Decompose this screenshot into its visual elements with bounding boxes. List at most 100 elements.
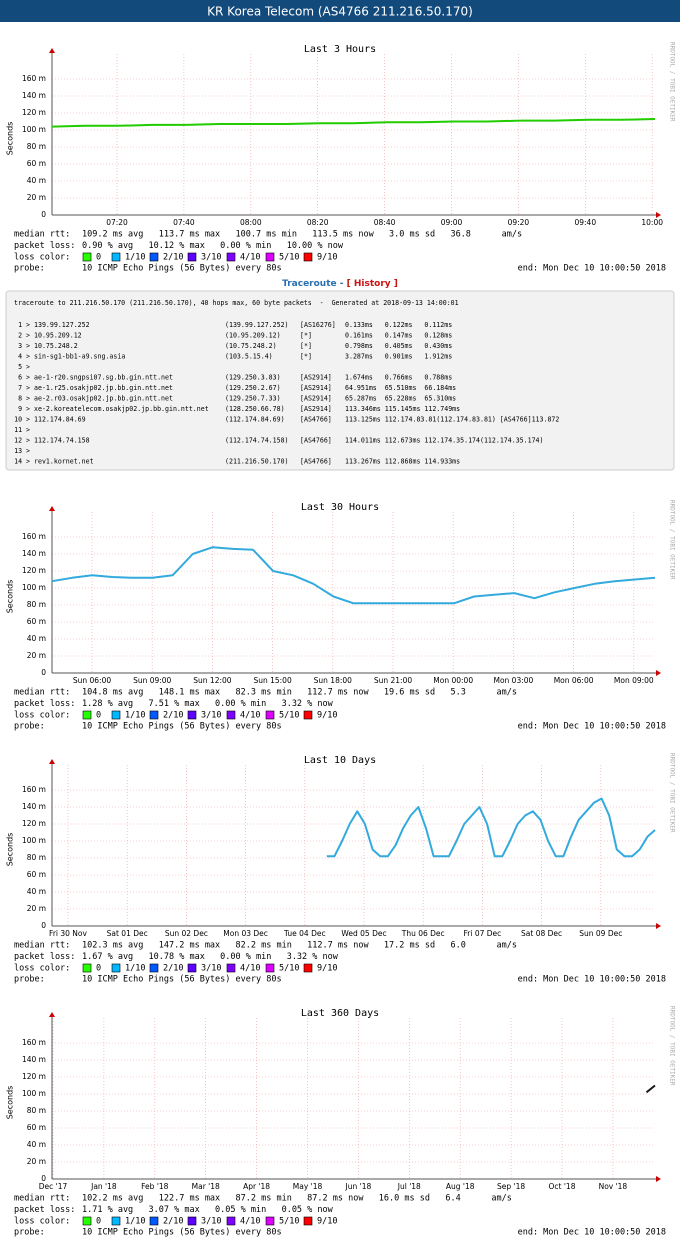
legend-label: 9/10	[317, 964, 337, 974]
x-tick-label: Fri 07 Dec	[464, 929, 502, 938]
traceroute-cell: xe-2.koreatelecom.osakjp02.jp.bb.gin.ntt…	[34, 405, 209, 413]
legend-label: 1/10	[125, 253, 145, 263]
legend-swatch	[226, 710, 236, 720]
x-tick-label: 07:20	[106, 218, 128, 227]
traceroute-cell: [AS16276]	[300, 321, 336, 329]
legend-label: 5/10	[279, 253, 299, 263]
watermark: RRDTOOL / TOBI OETIKER	[669, 1006, 676, 1086]
traceroute-cell: 10 >	[14, 416, 30, 424]
legend-swatch	[226, 963, 236, 973]
watermark: RRDTOOL / TOBI OETIKER	[669, 753, 676, 833]
traceroute-cell: [AS4766]	[300, 416, 332, 424]
traceroute-cell: (129.250.2.67)	[225, 384, 281, 392]
x-tick-label: Mon 00:00	[433, 676, 473, 685]
watermark: RRDTOOL / TOBI OETIKER	[669, 500, 676, 580]
axis-arrow	[656, 670, 661, 676]
stat-value: 102.2 ms avg 122.7 ms max 87.2 ms min 87…	[82, 1194, 512, 1204]
y-tick-label: 80 m	[27, 1106, 46, 1115]
x-tick-label: Nov '18	[599, 1182, 628, 1191]
axis-arrow	[49, 759, 55, 764]
x-tick-label: Sun 02 Dec	[165, 929, 208, 938]
y-tick-label: 0	[41, 921, 46, 930]
end-time: end: Mon Dec 10 10:00:50 2018	[518, 264, 666, 274]
traceroute-box	[5, 290, 675, 471]
y-tick-label: 120 m	[22, 566, 46, 575]
y-tick-label: 40 m	[27, 176, 46, 185]
x-tick-label: Sat 08 Dec	[521, 929, 562, 938]
header-bar	[0, 0, 680, 22]
x-tick-label: Sun 12:00	[193, 676, 231, 685]
stat-label: median rtt:	[14, 1194, 70, 1204]
traceroute-cell: 14 >	[14, 458, 30, 466]
legend-swatch	[82, 963, 92, 973]
x-tick-label: Jun '18	[345, 1182, 372, 1191]
plot-area	[52, 1018, 655, 1179]
traceroute-cell: ae-1.r25.osakjp02.jp.bb.gin.ntt.net	[34, 384, 173, 392]
traceroute-cell: 7 >	[18, 384, 30, 392]
x-tick-label: Feb '18	[141, 1182, 168, 1191]
y-tick-label: 40 m	[27, 887, 46, 896]
legend-swatch	[111, 1216, 121, 1226]
stat-label: probe:	[14, 264, 45, 274]
legend-label: 3/10	[201, 253, 221, 263]
x-tick-label: Jul '18	[397, 1182, 421, 1191]
stat-label: probe:	[14, 1228, 45, 1238]
legend-label: 1/10	[125, 711, 145, 721]
axis-arrow	[49, 506, 55, 511]
traceroute-cell: 4 >	[18, 353, 30, 361]
traceroute-cell: [AS2914]	[300, 374, 332, 382]
traceroute-cell: 0.798ms 0.405ms 0.430ms	[345, 342, 452, 350]
x-tick-label: 10:00	[641, 218, 663, 227]
traceroute-cell: 112.174.84.69	[34, 416, 86, 424]
legend-swatch	[303, 252, 313, 262]
history-link[interactable]: [ History ]	[347, 279, 398, 289]
legend-swatch	[82, 1216, 92, 1226]
traceroute-cell: (129.250.3.83)	[225, 374, 281, 382]
chart-title: Last 3 Hours	[304, 44, 376, 55]
x-tick-label: Dec '17	[39, 1182, 68, 1191]
legend-label: 3/10	[201, 711, 221, 721]
plot-area	[52, 512, 655, 673]
stat-label: loss color:	[14, 1217, 70, 1227]
legend-label: 1/10	[125, 964, 145, 974]
legend-label: 4/10	[240, 253, 260, 263]
traceroute-cell: sin-sg1-bb1-a9.sng.asia	[34, 353, 125, 361]
x-tick-label: 08:40	[374, 218, 396, 227]
y-tick-label: 120 m	[22, 1072, 46, 1081]
traceroute-cell: (211.216.50.170)	[225, 458, 289, 466]
y-tick-label: 60 m	[27, 1123, 46, 1132]
legend-label: 9/10	[317, 253, 337, 263]
traceroute-cell: (112.174.74.158)	[225, 437, 289, 445]
y-tick-label: 20 m	[27, 651, 46, 660]
y-tick-label: 0	[41, 668, 46, 677]
y-axis-label: Seconds	[6, 122, 15, 156]
y-tick-label: 120 m	[22, 819, 46, 828]
x-tick-label: Thu 06 Dec	[401, 929, 445, 938]
x-tick-label: 07:40	[173, 218, 195, 227]
stat-value: 1.71 % avg 3.07 % max 0.05 % min 0.05 % …	[82, 1205, 334, 1215]
y-tick-label: 20 m	[27, 904, 46, 913]
stat-label: packet loss:	[14, 952, 75, 962]
y-tick-label: 0	[41, 210, 46, 219]
x-tick-label: Sun 09:00	[133, 676, 171, 685]
y-tick-label: 140 m	[22, 1055, 46, 1064]
traceroute-cell: (129.250.7.33)	[225, 395, 281, 403]
legend-swatch	[111, 252, 121, 262]
traceroute-cell: [AS2914]	[300, 395, 332, 403]
traceroute-cell: 65.287ms 65.228ms 65.310ms	[345, 395, 456, 403]
legend-swatch	[149, 963, 159, 973]
y-tick-label: 140 m	[22, 549, 46, 558]
traceroute-cell: (103.5.15.4)	[225, 353, 273, 361]
x-tick-label: 09:40	[574, 218, 596, 227]
x-tick-label: Sun 06:00	[73, 676, 111, 685]
legend-label: 0	[96, 253, 101, 263]
traceroute-cell: (10.95.209.12)	[225, 332, 281, 340]
legend-label: 0	[96, 1217, 101, 1227]
legend-label: 3/10	[201, 1217, 221, 1227]
y-tick-label: 160 m	[22, 785, 46, 794]
x-tick-label: Sun 21:00	[374, 676, 412, 685]
stat-value: 109.2 ms avg 113.7 ms max 100.7 ms min 1…	[82, 230, 522, 240]
chart-title: Last 360 Days	[301, 1008, 379, 1019]
y-tick-label: 160 m	[22, 1038, 46, 1047]
traceroute-cell: 6 >	[18, 374, 30, 382]
